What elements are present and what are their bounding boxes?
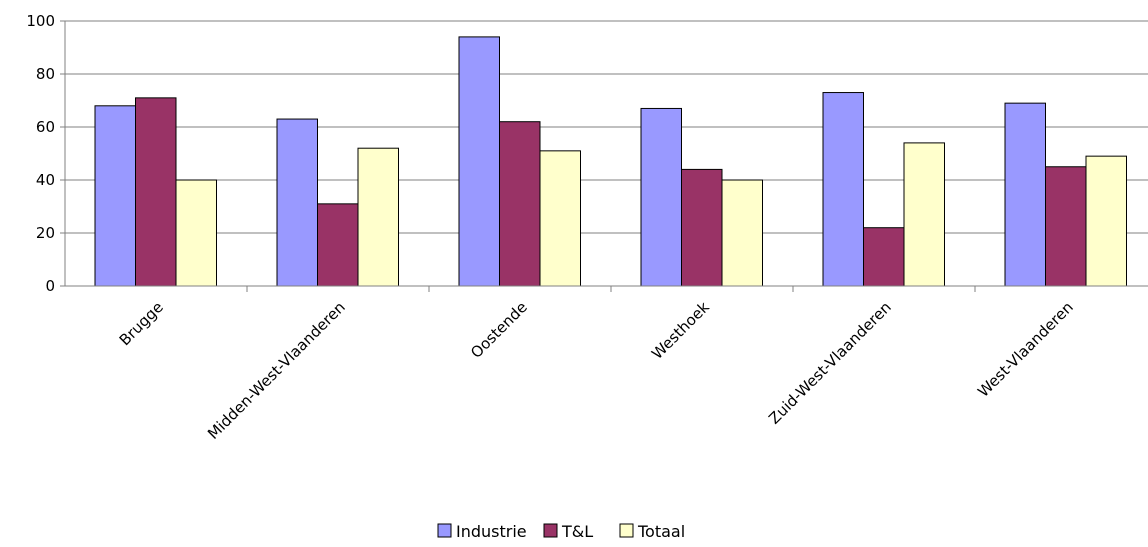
bar-industrie-midden-west-vlaanderen	[276, 118, 318, 287]
legend-swatch	[437, 523, 452, 538]
bar-t-l-brugge	[135, 97, 177, 287]
legend-label: Industrie	[456, 522, 527, 541]
y-tick-labels: 0 20 40 60 80 100	[26, 12, 55, 295]
bar-industrie-brugge	[94, 105, 136, 287]
axes	[60, 20, 1148, 292]
x-category-label: West-Vlaanderen	[974, 298, 1077, 401]
bar-industrie-oostende	[458, 36, 500, 287]
bar-industrie-zuid-west-vlaanderen	[822, 92, 864, 287]
bar-t-l-west-vlaanderen	[1045, 166, 1087, 287]
legend-label: Totaal	[637, 522, 685, 541]
bar-totaal-west-vlaanderen	[1085, 155, 1127, 287]
x-category-label: Westhoek	[648, 298, 713, 363]
y-tick-label: 40	[36, 171, 55, 189]
legend-swatch	[543, 523, 558, 538]
bar-t-l-midden-west-vlaanderen	[317, 203, 359, 287]
y-tick-label: 0	[45, 277, 55, 295]
bars	[94, 36, 1127, 287]
y-tick-label: 80	[36, 65, 55, 83]
bar-t-l-oostende	[499, 121, 541, 287]
bar-industrie-west-vlaanderen	[1004, 102, 1046, 287]
legend: Industrie T&L Totaal	[437, 522, 685, 541]
x-category-label: Brugge	[116, 298, 167, 349]
bar-industrie-westhoek	[640, 107, 682, 287]
legend-swatch	[619, 523, 634, 538]
x-category-label: Zuid-West-Vlaanderen	[765, 298, 895, 428]
y-tick-label: 60	[36, 118, 55, 136]
x-category-label: Oostende	[467, 298, 531, 362]
bar-totaal-westhoek	[721, 179, 763, 287]
gridlines	[65, 20, 1148, 234]
bar-totaal-brugge	[175, 179, 217, 287]
bar-totaal-oostende	[539, 150, 581, 287]
y-tick-label: 20	[36, 224, 55, 242]
bar-totaal-midden-west-vlaanderen	[357, 147, 399, 287]
bar-t-l-zuid-west-vlaanderen	[863, 227, 905, 287]
legend-label: T&L	[561, 522, 593, 541]
bar-totaal-zuid-west-vlaanderen	[903, 142, 945, 287]
bar-t-l-westhoek	[681, 168, 723, 287]
y-tick-label: 100	[26, 12, 55, 30]
x-category-label: Midden-West-Vlaanderen	[204, 298, 349, 443]
x-category-labels: Brugge Midden-West-Vlaanderen Oostende West…	[116, 298, 1077, 443]
